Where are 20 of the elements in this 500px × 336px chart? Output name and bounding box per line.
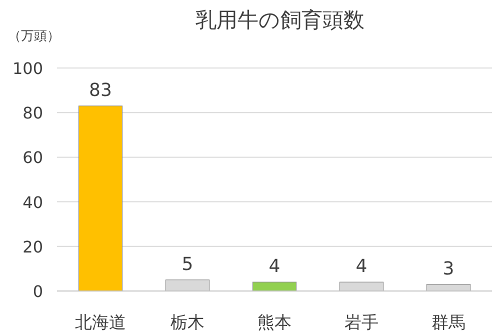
data-label: 83 (89, 80, 112, 101)
x-tick-label: 岩手 (344, 313, 378, 333)
y-axis-title: （万頭） (8, 29, 60, 44)
data-label: 3 (442, 258, 454, 280)
x-tick-label: 熊本 (258, 313, 292, 333)
bar (165, 280, 210, 292)
data-label: 5 (182, 254, 194, 275)
x-tick-label: 群馬 (432, 313, 466, 333)
y-tick-label: 80 (22, 104, 43, 123)
y-tick-label: 60 (22, 148, 43, 168)
y-tick-label: 20 (22, 237, 43, 256)
y-tick-label: 0 (32, 282, 43, 301)
data-label: 4 (268, 256, 280, 278)
y-tick-label: 100 (12, 59, 43, 78)
chart-title: 乳用牛の飼育頭数 (196, 8, 364, 32)
data-label: 4 (356, 256, 368, 278)
x-tick-label: 栃木 (170, 313, 204, 333)
x-tick-label: 北海道 (75, 313, 126, 333)
bar (78, 106, 123, 292)
y-tick-label: 40 (22, 192, 43, 212)
